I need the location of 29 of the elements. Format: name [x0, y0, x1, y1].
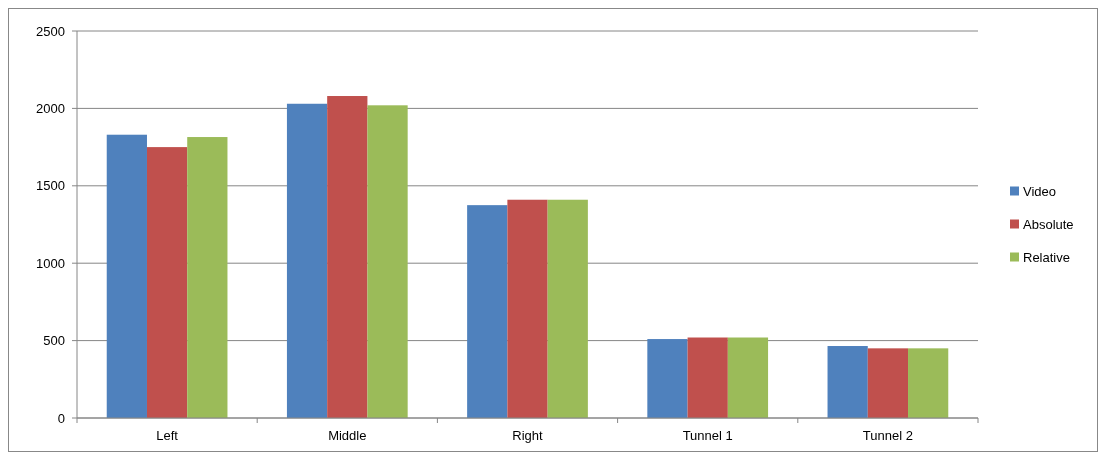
bar [286, 103, 328, 418]
bar [146, 147, 188, 418]
x-tick-label: Tunnel 1 [682, 428, 733, 443]
y-tick-label: 1000 [36, 255, 65, 271]
bar [647, 339, 688, 418]
y-tick-label: 2500 [36, 23, 65, 39]
x-tick-label: Right [512, 428, 544, 443]
bar [687, 337, 728, 418]
bar [727, 337, 769, 418]
bar [106, 134, 147, 418]
y-tick-label: 2000 [36, 100, 65, 116]
bar [867, 348, 909, 418]
legend-label: Relative [1023, 250, 1070, 266]
legend-label: Video [1023, 184, 1057, 200]
y-tick-label: 1500 [36, 178, 65, 194]
bar [327, 96, 368, 418]
bar [467, 205, 508, 418]
legend-label: Absolute [1023, 217, 1074, 233]
y-tick-label: 500 [43, 333, 65, 349]
y-tick-label: 0 [57, 410, 65, 426]
bar [827, 346, 868, 418]
bar [547, 199, 588, 418]
bar [367, 105, 408, 418]
bar [908, 348, 949, 418]
x-tick-label: Left [156, 428, 179, 443]
x-tick-label: Middle [328, 428, 367, 443]
bar [187, 137, 228, 418]
bar [507, 199, 548, 418]
x-tick-label: Tunnel 2 [862, 428, 913, 443]
